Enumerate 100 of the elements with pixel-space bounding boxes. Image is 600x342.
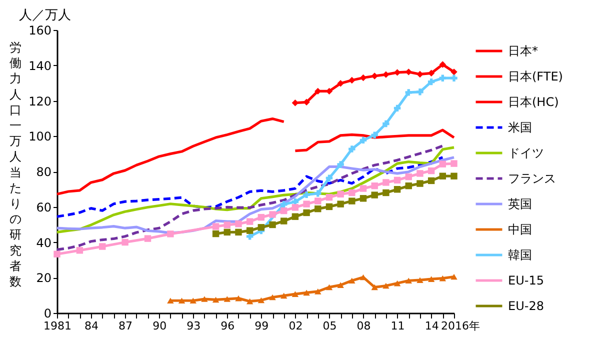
point [212, 223, 220, 230]
y-tick-label: 100 [28, 130, 52, 144]
legend-label: EU-28 [508, 299, 544, 313]
x-tick-label: 84 [84, 320, 99, 332]
point [303, 98, 310, 106]
point [235, 295, 242, 302]
point [122, 238, 128, 246]
line-series [56, 117, 286, 196]
legend-label: フランス [508, 172, 556, 186]
point [303, 290, 310, 296]
x-tick-label: 96 [220, 320, 235, 332]
point [371, 72, 378, 80]
x-tick-label: 05 [322, 320, 337, 332]
point [382, 189, 390, 196]
point [439, 275, 446, 282]
point [450, 274, 458, 280]
point [416, 277, 424, 284]
point [280, 207, 288, 214]
y-tick-label: 140 [28, 58, 52, 73]
x-tick-label: 2016年 [441, 320, 480, 332]
point [405, 182, 412, 190]
point [405, 68, 412, 76]
point [314, 198, 322, 204]
point [405, 89, 412, 96]
point [394, 186, 401, 193]
point [201, 296, 208, 302]
point [394, 280, 401, 286]
point [326, 284, 333, 290]
point [428, 276, 435, 282]
point [190, 298, 196, 304]
y-tick-label: 160 [28, 24, 52, 38]
point [167, 230, 174, 238]
point [224, 228, 230, 236]
point [348, 146, 356, 152]
line-series [56, 156, 444, 218]
point [371, 132, 378, 138]
x-tick-label: 90 [152, 320, 167, 332]
point [348, 278, 356, 284]
point [360, 185, 367, 192]
legend-label: 米国 [508, 120, 532, 134]
point [450, 68, 458, 76]
point [235, 220, 242, 228]
point [360, 136, 367, 144]
legend-label: ドイツ [508, 146, 544, 160]
x-tick-label: 14 [424, 320, 439, 332]
x-tick-label: 87 [118, 320, 133, 332]
point [337, 200, 344, 208]
point [246, 227, 254, 234]
point [428, 70, 435, 77]
point [416, 180, 424, 187]
point [314, 205, 322, 212]
point [450, 172, 458, 180]
point [405, 173, 412, 180]
point [303, 209, 310, 216]
point [292, 291, 299, 297]
point [416, 70, 424, 78]
point [326, 203, 333, 210]
point [99, 243, 106, 250]
point [371, 182, 378, 190]
point [382, 120, 390, 128]
point [292, 204, 299, 211]
x-tick-label: 11 [390, 320, 405, 332]
point [360, 195, 367, 202]
point [258, 224, 265, 231]
legend-label: 日本(FTE) [508, 70, 563, 84]
legend-label: 韓国 [508, 248, 532, 262]
point [303, 200, 310, 208]
point [235, 228, 242, 236]
point [450, 74, 458, 82]
point [348, 189, 356, 196]
point [416, 170, 424, 177]
legend-label: 中国 [508, 222, 532, 236]
point [337, 190, 344, 198]
point [326, 174, 333, 182]
point [382, 282, 390, 289]
point [405, 278, 412, 284]
legend-label: EU-15 [508, 274, 544, 288]
point [212, 296, 220, 303]
point [269, 221, 276, 228]
y-tick-label: 0 [44, 306, 52, 320]
text: 人／万人 [19, 8, 71, 23]
point [382, 71, 390, 78]
y-tick-label: 80 [36, 165, 52, 179]
point [416, 88, 424, 96]
point [280, 218, 288, 224]
point [314, 288, 322, 294]
point [167, 298, 174, 304]
point [428, 177, 435, 184]
point [428, 167, 435, 174]
point [280, 292, 288, 299]
point [314, 190, 322, 197]
point [439, 160, 446, 168]
point [348, 76, 356, 84]
point [439, 74, 446, 82]
point [450, 160, 458, 167]
point [269, 211, 276, 218]
point [337, 80, 344, 87]
point [439, 61, 446, 68]
point [246, 218, 254, 225]
legend-label: 日本(HC) [508, 95, 559, 109]
